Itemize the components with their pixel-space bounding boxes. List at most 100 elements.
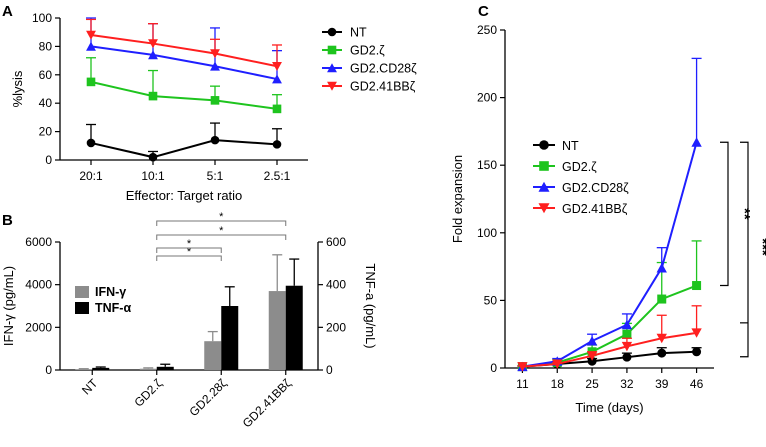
x-tick-label: 11 <box>516 377 529 391</box>
y-axis-label: Fold expansion <box>450 155 465 243</box>
y-tick-label-right: 0 <box>326 363 333 377</box>
data-point <box>272 61 282 72</box>
x-tick-label: GD2.28ζ <box>186 376 229 419</box>
legend-label: TNF-α <box>95 301 131 315</box>
data-point <box>148 39 158 49</box>
x-axis-label: Time (days) <box>575 400 643 415</box>
y-tick-label: 0 <box>490 361 497 375</box>
data-point <box>552 359 563 369</box>
legend-label: GD2.41BBζ <box>350 80 416 94</box>
x-axis-label: Effector: Target ratio <box>126 188 243 203</box>
y-tick-label: 20 <box>39 125 53 139</box>
legend-marker <box>327 45 337 55</box>
x-tick-label: NT <box>79 376 101 398</box>
data-point <box>272 74 282 84</box>
bar <box>156 366 174 370</box>
legend-marker <box>539 140 549 150</box>
legend-label: NT <box>562 139 579 153</box>
x-tick-label: GD2.41BBζ <box>240 376 295 431</box>
y-tick-label: 80 <box>39 39 53 53</box>
legend-label: GD2.CD28ζ <box>562 181 629 195</box>
data-point <box>657 294 667 304</box>
bar <box>268 291 286 370</box>
data-point <box>86 41 96 51</box>
data-point <box>517 362 528 372</box>
panel-a-lysis-chart: 0 20 40 60 80 100 20:1 10:1 5:1 2.5:1 Effector: Ta… <box>10 11 417 203</box>
significance-mark: ** <box>736 208 753 220</box>
panel-label-b: B <box>2 212 13 229</box>
significance-bracket <box>156 255 222 261</box>
data-point <box>210 135 220 145</box>
significance-mark: * <box>187 238 192 250</box>
bar <box>75 369 93 370</box>
legend-swatch <box>75 302 89 314</box>
significance-bracket <box>740 141 749 358</box>
significance-bracket <box>156 234 287 240</box>
panel-b-cytokine-chart: 0 2000 4000 6000 0 200 400 600 IFN-γ (pg/mL) TNF-… <box>1 211 378 430</box>
y-tick-label-right: 600 <box>326 235 346 249</box>
x-tick-label: 20:1 <box>79 169 103 183</box>
series-line <box>522 141 698 368</box>
data-point <box>656 263 667 273</box>
data-point <box>86 77 96 87</box>
y-tick-label-left: 2000 <box>25 320 52 334</box>
y-tick-label-right: 400 <box>326 278 346 292</box>
legend-label: IFN-γ <box>95 285 126 299</box>
x-tick-label: 5:1 <box>207 169 224 183</box>
significance-mark: * <box>219 225 224 237</box>
bar <box>92 367 110 370</box>
data-point <box>621 341 633 352</box>
legend-swatch <box>75 286 89 298</box>
data-point <box>272 140 282 149</box>
data-point <box>86 138 96 148</box>
x-tick-label: 39 <box>655 377 669 391</box>
data-point <box>691 137 702 147</box>
x-tick-label: GD2.ζ <box>131 376 165 410</box>
data-point <box>86 30 96 40</box>
series-line <box>90 45 278 81</box>
data-point <box>587 356 597 366</box>
bar <box>285 285 303 370</box>
x-tick-label: 46 <box>690 377 704 391</box>
panel-label-a: A <box>2 3 13 20</box>
data-point <box>210 96 220 105</box>
y-axis-label: %lysis <box>10 70 25 107</box>
y-tick-label: 150 <box>477 158 497 172</box>
significance-mark: * <box>219 211 224 223</box>
data-point <box>692 281 702 291</box>
data-point <box>657 348 667 358</box>
y-axis-label-left: IFN-γ (pg/mL) <box>1 266 16 346</box>
series-line <box>90 139 278 159</box>
data-point <box>691 328 702 338</box>
y-axis-label-right: TNF-a (pg/mL) <box>363 263 378 348</box>
data-point <box>210 61 220 71</box>
y-tick-label: 40 <box>39 96 53 110</box>
significance-mark: *** <box>754 238 766 256</box>
significance-bracket <box>156 247 222 253</box>
y-tick-label-left: 6000 <box>25 235 52 249</box>
y-tick-label: 200 <box>477 91 497 105</box>
panel-c-expansion-chart: 0 50 100 150 200 250 11 18 25 32 39 46 Time (days) Fo… <box>450 23 766 415</box>
significance-bracket <box>156 220 287 226</box>
legend-marker <box>538 203 550 214</box>
series-line <box>522 284 697 368</box>
significance-bracket <box>720 141 729 287</box>
significance-mark: * <box>187 246 192 258</box>
data-point <box>148 152 158 162</box>
series-line <box>522 331 697 368</box>
legend-marker <box>327 27 337 37</box>
y-tick-label: 50 <box>484 293 498 307</box>
legend-label: GD2.CD28ζ <box>350 62 417 76</box>
data-point <box>656 333 667 344</box>
data-point <box>148 50 158 60</box>
data-point <box>148 91 158 101</box>
legend-marker <box>538 181 550 192</box>
data-point <box>272 104 282 114</box>
y-tick-label: 100 <box>32 11 52 25</box>
data-point <box>586 351 598 361</box>
y-tick-label: 0 <box>45 153 52 167</box>
series-line <box>90 80 278 110</box>
data-point <box>586 336 598 346</box>
x-tick-label: 2.5:1 <box>264 169 291 183</box>
